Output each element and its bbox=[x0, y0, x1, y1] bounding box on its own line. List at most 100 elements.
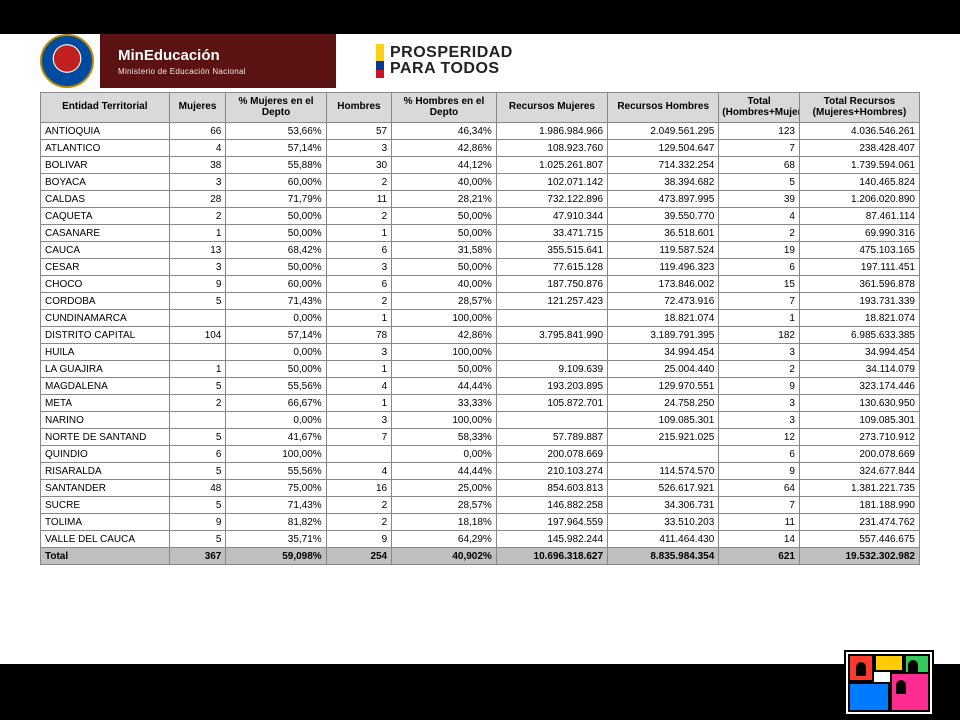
cell-value: 58,33% bbox=[392, 429, 497, 446]
cell-value: 2 bbox=[326, 497, 391, 514]
cell-value: 215.921.025 bbox=[608, 429, 719, 446]
cell-value: 193.203.895 bbox=[496, 378, 607, 395]
cell-total-value: 367 bbox=[169, 548, 226, 565]
cell-value: 526.617.921 bbox=[608, 480, 719, 497]
cell-value: 3 bbox=[326, 259, 391, 276]
cell-value bbox=[169, 344, 226, 361]
cell-value: 12 bbox=[719, 429, 800, 446]
cell-total-value: 254 bbox=[326, 548, 391, 565]
cell-total-value: 59,098% bbox=[226, 548, 326, 565]
cell-value: 187.750.876 bbox=[496, 276, 607, 293]
cell-value: 44,44% bbox=[392, 378, 497, 395]
cell-value: 64 bbox=[719, 480, 800, 497]
column-header: Recursos Hombres bbox=[608, 93, 719, 123]
cell-value: 15 bbox=[719, 276, 800, 293]
table-row: CORDOBA571,43%228,57%121.257.42372.473.9… bbox=[41, 293, 920, 310]
column-header: Entidad Territorial bbox=[41, 93, 170, 123]
table-row: QUINDIO6100,00%0,00%200.078.6696200.078.… bbox=[41, 446, 920, 463]
cell-value: 60,00% bbox=[226, 174, 326, 191]
cell-value: 231.474.762 bbox=[799, 514, 919, 531]
cell-value: 475.103.165 bbox=[799, 242, 919, 259]
footer-art-icon bbox=[844, 650, 934, 716]
cell-value: 3.189.791.395 bbox=[608, 327, 719, 344]
cell-total-value: 10.696.318.627 bbox=[496, 548, 607, 565]
cell-entity: TOLIMA bbox=[41, 514, 170, 531]
cell-value: 9 bbox=[169, 514, 226, 531]
cell-value: 2 bbox=[169, 395, 226, 412]
table-row: BOLIVAR3855,88%3044,12%1.025.261.807714.… bbox=[41, 157, 920, 174]
cell-entity: ATLANTICO bbox=[41, 140, 170, 157]
cell-value: 47.910.344 bbox=[496, 208, 607, 225]
cell-value: 129.504.647 bbox=[608, 140, 719, 157]
cell-value: 100,00% bbox=[392, 412, 497, 429]
cell-value: 18,18% bbox=[392, 514, 497, 531]
cell-value: 5 bbox=[169, 531, 226, 548]
cell-value bbox=[496, 344, 607, 361]
cell-value: 44,44% bbox=[392, 463, 497, 480]
cell-value: 6 bbox=[326, 276, 391, 293]
cell-value: 68,42% bbox=[226, 242, 326, 259]
cell-value: 361.596.878 bbox=[799, 276, 919, 293]
cell-value: 1 bbox=[326, 310, 391, 327]
cell-value: 1.381.221.735 bbox=[799, 480, 919, 497]
header-bar: MinEducación Ministerio de Educación Nac… bbox=[40, 34, 920, 88]
cell-entity: RISARALDA bbox=[41, 463, 170, 480]
cell-value: 87.461.114 bbox=[799, 208, 919, 225]
cell-value: 50,00% bbox=[226, 259, 326, 276]
top-black-bar bbox=[0, 0, 960, 34]
cell-value: 0,00% bbox=[226, 344, 326, 361]
cell-value: 4 bbox=[719, 208, 800, 225]
cell-value: 57.789.887 bbox=[496, 429, 607, 446]
column-header: Total Recursos (Mujeres+Hombres) bbox=[799, 93, 919, 123]
cell-value: 78 bbox=[326, 327, 391, 344]
cell-value: 48 bbox=[169, 480, 226, 497]
cell-value: 146.882.258 bbox=[496, 497, 607, 514]
cell-value: 2 bbox=[326, 514, 391, 531]
cell-value: 24.758.250 bbox=[608, 395, 719, 412]
cell-value: 6 bbox=[719, 259, 800, 276]
table-header-row: Entidad TerritorialMujeres% Mujeres en e… bbox=[41, 93, 920, 123]
cell-value: 7 bbox=[326, 429, 391, 446]
cell-value: 28,21% bbox=[392, 191, 497, 208]
cell-value: 1 bbox=[719, 310, 800, 327]
page: MinEducación Ministerio de Educación Nac… bbox=[0, 0, 960, 720]
cell-value: 6 bbox=[719, 446, 800, 463]
cell-value: 66 bbox=[169, 123, 226, 140]
cell-value: 411.464.430 bbox=[608, 531, 719, 548]
cell-value: 1.739.594.061 bbox=[799, 157, 919, 174]
cell-value: 119.587.524 bbox=[608, 242, 719, 259]
cell-value: 473.897.995 bbox=[608, 191, 719, 208]
cell-value: 33.471.715 bbox=[496, 225, 607, 242]
cell-value: 3 bbox=[169, 259, 226, 276]
cell-value: 1 bbox=[326, 395, 391, 412]
cell-value: 34.994.454 bbox=[608, 344, 719, 361]
cell-value: 33.510.203 bbox=[608, 514, 719, 531]
cell-entity: NORTE DE SANTAND bbox=[41, 429, 170, 446]
cell-value: 16 bbox=[326, 480, 391, 497]
cell-value: 2 bbox=[719, 225, 800, 242]
cell-value: 57 bbox=[326, 123, 391, 140]
table-row: SANTANDER4875,00%1625,00%854.603.813526.… bbox=[41, 480, 920, 497]
cell-entity: MAGDALENA bbox=[41, 378, 170, 395]
cell-value: 4 bbox=[326, 463, 391, 480]
table-row: CHOCO960,00%640,00%187.750.876173.846.00… bbox=[41, 276, 920, 293]
cell-value bbox=[496, 310, 607, 327]
cell-value: 28 bbox=[169, 191, 226, 208]
cell-value: 38.394.682 bbox=[608, 174, 719, 191]
cell-value: 44,12% bbox=[392, 157, 497, 174]
table-row: NARINO0,00%3100,00%109.085.3013109.085.3… bbox=[41, 412, 920, 429]
cell-value: 2 bbox=[326, 208, 391, 225]
cell-entity: CASANARE bbox=[41, 225, 170, 242]
cell-value: 25.004.440 bbox=[608, 361, 719, 378]
cell-value: 18.821.074 bbox=[608, 310, 719, 327]
cell-value: 71,79% bbox=[226, 191, 326, 208]
cell-value: 193.731.339 bbox=[799, 293, 919, 310]
cell-value: 66,67% bbox=[226, 395, 326, 412]
cell-value: 104 bbox=[169, 327, 226, 344]
cell-entity: CAQUETA bbox=[41, 208, 170, 225]
cell-entity: CESAR bbox=[41, 259, 170, 276]
cell-entity: CHOCO bbox=[41, 276, 170, 293]
table-row: MAGDALENA555,56%444,44%193.203.895129.97… bbox=[41, 378, 920, 395]
table-row: SUCRE571,43%228,57%146.882.25834.306.731… bbox=[41, 497, 920, 514]
table-body: ANTIOQUIA6653,66%5746,34%1.986.984.9662.… bbox=[41, 123, 920, 565]
